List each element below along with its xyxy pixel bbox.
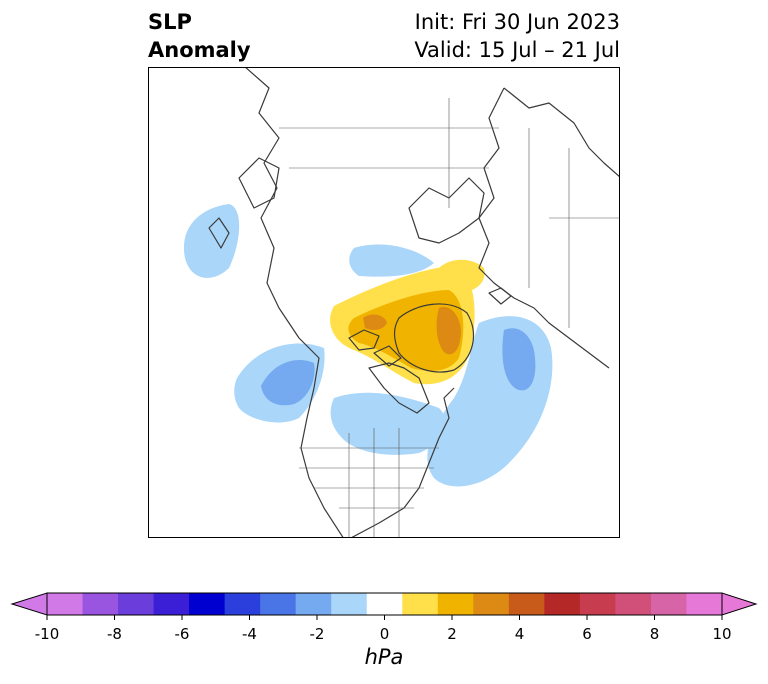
colorbar-tick-label: 10 [712,625,732,643]
colorbar-cell [437,593,474,615]
colorbar-tick-label: -4 [242,625,257,643]
colorbar-cell [366,593,403,615]
colorbar-cell [82,593,119,615]
colorbar-cell [615,593,652,615]
colorbar-cell [544,593,581,615]
colorbar-cell [508,593,545,615]
colorbar-cell [473,593,510,615]
colorbar-unit: hPa [364,645,404,669]
coast-eurasia [478,87,619,369]
border-lines [279,98,619,537]
map-panel [148,67,620,538]
coast-greenland [393,303,475,373]
colorbar-tick-label: 0 [379,625,390,643]
coast-north-america-west [245,68,344,537]
colorbar-ticks [46,615,723,620]
colorbar-extend-max [721,592,758,616]
coast-kamchatka [238,157,280,209]
valid-period: Init: Fri 30 Jun 2023 Valid: 15 Jul – 21… [414,10,620,62]
colorbar-extend-min [10,592,48,616]
colorbar-cell [118,593,155,615]
slp-anomaly-map [183,68,619,537]
colorbar-tick-label: 4 [514,625,525,643]
pos-anomaly-light-north [438,259,485,292]
coast-hudson-bay [368,362,430,414]
colorbar-cell [189,593,226,615]
colorbar-cell [153,593,190,615]
map-title: SLP Anomaly [148,10,251,62]
neg-anomaly-arctic-east [349,244,434,277]
colorbar-tick-label: -8 [107,625,122,643]
neg-anomaly-canada [330,392,447,455]
colorbar-tick-label: 2 [447,625,457,643]
colorbar-cell [295,593,332,615]
neg-anomaly-atlantic-core [502,328,536,391]
colorbar [10,592,758,620]
colorbar-tick-label: 8 [649,625,660,643]
coast-japan [208,217,230,249]
colorbar-tick-label: -10 [34,625,60,643]
colorbar-cell [402,593,439,615]
colorbar-cell [260,593,297,615]
political-borders [279,98,619,537]
colorbar-cells [10,592,758,616]
coast-siberia [408,177,485,244]
colorbar-tick-label: -2 [309,625,325,643]
anomaly-fields [183,204,553,487]
colorbar-cell [331,593,368,615]
colorbar-cell [224,593,261,615]
neg-anomaly-west-pacific [183,204,240,278]
colorbar-cell [650,593,687,615]
colorbar-tick-label: 6 [582,625,592,643]
coastlines [208,68,619,537]
colorbar-tick-label: -6 [174,625,190,643]
pos-anomaly-core [436,307,461,355]
coast-iceland [488,287,512,305]
neg-anomaly-alaska-core [261,359,315,406]
coast-north-america-east [351,387,455,537]
colorbar-cell [47,593,84,615]
pos-anomaly-mid [348,290,464,371]
colorbar-cell [686,593,723,615]
coast-arctic-islands [348,329,402,367]
pos-anomaly-core-west [363,314,387,330]
colorbar-cell [579,593,616,615]
